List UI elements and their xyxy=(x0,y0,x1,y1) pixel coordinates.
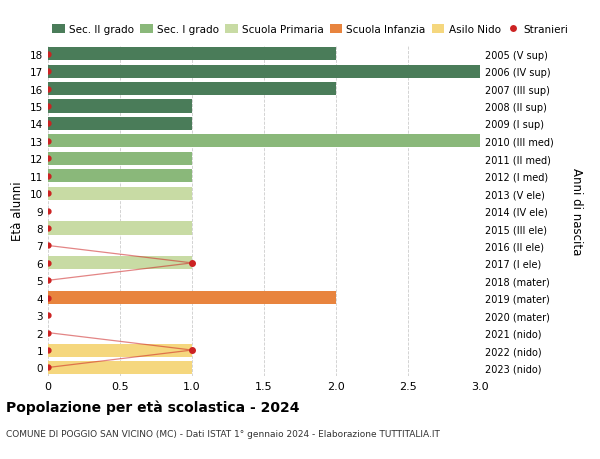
Bar xyxy=(48,222,192,235)
Text: COMUNE DI POGGIO SAN VICINO (MC) - Dati ISTAT 1° gennaio 2024 - Elaborazione TUT: COMUNE DI POGGIO SAN VICINO (MC) - Dati … xyxy=(6,429,440,438)
Bar xyxy=(48,344,192,357)
Bar xyxy=(48,100,192,113)
Y-axis label: Età alunni: Età alunni xyxy=(11,181,25,241)
Bar xyxy=(48,187,192,200)
Bar xyxy=(48,66,480,78)
Bar xyxy=(48,291,336,305)
Bar xyxy=(48,83,336,96)
Legend: Sec. II grado, Sec. I grado, Scuola Primaria, Scuola Infanzia, Asilo Nido, Stran: Sec. II grado, Sec. I grado, Scuola Prim… xyxy=(48,21,572,39)
Bar xyxy=(48,152,192,166)
Bar xyxy=(48,170,192,183)
Text: Popolazione per età scolastica - 2024: Popolazione per età scolastica - 2024 xyxy=(6,399,299,414)
Bar xyxy=(48,361,192,374)
Bar xyxy=(48,257,192,270)
Bar xyxy=(48,48,336,61)
Bar xyxy=(48,135,480,148)
Bar xyxy=(48,118,192,131)
Y-axis label: Anni di nascita: Anni di nascita xyxy=(570,168,583,255)
